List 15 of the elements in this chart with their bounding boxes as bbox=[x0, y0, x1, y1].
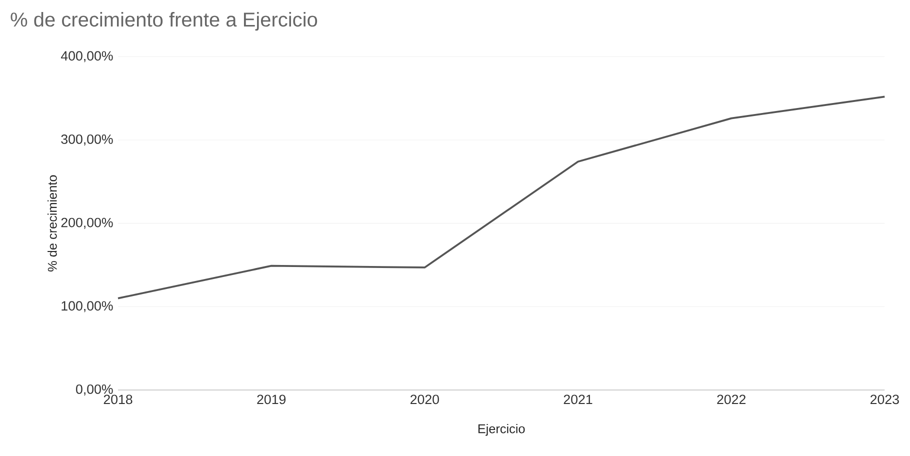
x-tick-label: 2021 bbox=[564, 394, 592, 404]
y-tick-label: 300,00% bbox=[61, 134, 113, 146]
x-tick-label: 2019 bbox=[257, 394, 286, 404]
y-tick-label: 200,00% bbox=[61, 218, 113, 229]
y-axis-title: % de crecimiento bbox=[48, 175, 57, 272]
x-tick-label: 2023 bbox=[870, 394, 899, 404]
x-axis-title: Ejercicio bbox=[478, 424, 525, 436]
x-tick-label: 2018 bbox=[104, 394, 132, 404]
x-tick-label: 2020 bbox=[410, 394, 439, 404]
y-tick-label: 400,00% bbox=[60, 51, 113, 62]
y-tick-label: 0,00% bbox=[76, 384, 113, 396]
line-series bbox=[117, 96, 886, 300]
x-tick-label: 2022 bbox=[717, 394, 746, 404]
y-tick-label: 100,00% bbox=[62, 301, 113, 312]
chart-title: % de crecimiento frente a Ejercicio bbox=[10, 12, 318, 31]
